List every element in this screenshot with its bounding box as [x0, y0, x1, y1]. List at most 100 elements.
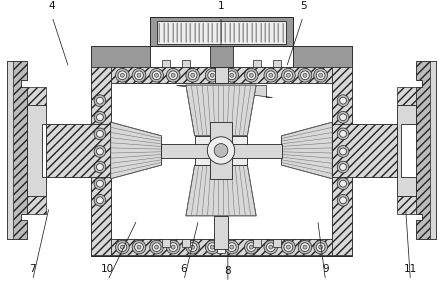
Text: 11: 11 [404, 265, 417, 275]
Circle shape [94, 146, 106, 157]
Circle shape [230, 73, 234, 77]
Polygon shape [111, 122, 161, 179]
Polygon shape [217, 249, 225, 253]
Circle shape [316, 243, 325, 252]
Circle shape [97, 148, 103, 155]
Circle shape [152, 243, 161, 252]
Polygon shape [161, 144, 282, 158]
Polygon shape [397, 87, 416, 105]
Circle shape [186, 69, 199, 82]
Polygon shape [91, 46, 352, 256]
Polygon shape [397, 196, 416, 214]
Circle shape [282, 240, 295, 254]
Circle shape [208, 243, 217, 252]
Circle shape [118, 71, 127, 80]
Circle shape [225, 69, 239, 82]
Circle shape [171, 245, 175, 249]
Circle shape [210, 245, 214, 249]
Circle shape [303, 245, 307, 249]
Polygon shape [182, 60, 190, 67]
Circle shape [340, 148, 346, 155]
Circle shape [97, 131, 103, 137]
Circle shape [94, 161, 106, 173]
Circle shape [97, 114, 103, 121]
Circle shape [319, 73, 323, 77]
Polygon shape [111, 67, 332, 83]
Circle shape [207, 137, 235, 164]
Circle shape [94, 128, 106, 140]
Polygon shape [293, 46, 352, 67]
Polygon shape [91, 67, 111, 255]
Text: 9: 9 [322, 265, 329, 275]
Circle shape [269, 73, 273, 77]
Circle shape [337, 95, 349, 106]
Circle shape [264, 240, 278, 254]
Circle shape [214, 144, 228, 157]
Circle shape [132, 240, 146, 254]
Circle shape [166, 69, 180, 82]
Circle shape [94, 111, 106, 123]
Circle shape [247, 71, 256, 80]
Polygon shape [416, 61, 436, 239]
Circle shape [230, 245, 234, 249]
Polygon shape [332, 124, 397, 177]
Polygon shape [91, 46, 150, 67]
Circle shape [206, 69, 219, 82]
Circle shape [337, 128, 349, 140]
Circle shape [340, 164, 346, 171]
Text: 6: 6 [181, 265, 187, 275]
Circle shape [337, 194, 349, 206]
Circle shape [120, 245, 124, 249]
Circle shape [264, 69, 278, 82]
Circle shape [169, 71, 178, 80]
Circle shape [247, 243, 256, 252]
Circle shape [135, 243, 144, 252]
Circle shape [249, 73, 253, 77]
Polygon shape [210, 46, 233, 67]
Polygon shape [186, 85, 256, 136]
Circle shape [94, 178, 106, 190]
Circle shape [340, 114, 346, 121]
Circle shape [266, 71, 275, 80]
Circle shape [298, 240, 312, 254]
Polygon shape [253, 239, 261, 247]
Circle shape [284, 71, 293, 80]
Polygon shape [332, 67, 352, 255]
Circle shape [337, 161, 349, 173]
Polygon shape [273, 60, 280, 67]
Polygon shape [156, 21, 287, 44]
Circle shape [301, 71, 309, 80]
Circle shape [340, 197, 346, 204]
Circle shape [319, 245, 323, 249]
Circle shape [284, 243, 293, 252]
Circle shape [150, 69, 163, 82]
Circle shape [166, 240, 180, 254]
Circle shape [208, 71, 217, 80]
Text: 4: 4 [49, 1, 55, 11]
Circle shape [188, 71, 197, 80]
Polygon shape [215, 67, 228, 83]
Polygon shape [186, 165, 256, 216]
Circle shape [287, 245, 290, 249]
Circle shape [337, 178, 349, 190]
Polygon shape [273, 239, 280, 247]
Circle shape [155, 245, 159, 249]
Polygon shape [163, 239, 170, 247]
Circle shape [116, 69, 129, 82]
Polygon shape [282, 122, 332, 179]
Circle shape [97, 97, 103, 104]
Circle shape [245, 240, 258, 254]
Circle shape [340, 180, 346, 187]
Polygon shape [111, 239, 332, 255]
Circle shape [116, 240, 129, 254]
Polygon shape [176, 85, 272, 97]
Circle shape [150, 240, 163, 254]
Circle shape [118, 243, 127, 252]
Circle shape [266, 243, 275, 252]
Circle shape [206, 240, 219, 254]
Polygon shape [27, 105, 46, 196]
Circle shape [152, 71, 161, 80]
Polygon shape [27, 196, 46, 214]
Polygon shape [253, 60, 261, 67]
Circle shape [227, 243, 236, 252]
